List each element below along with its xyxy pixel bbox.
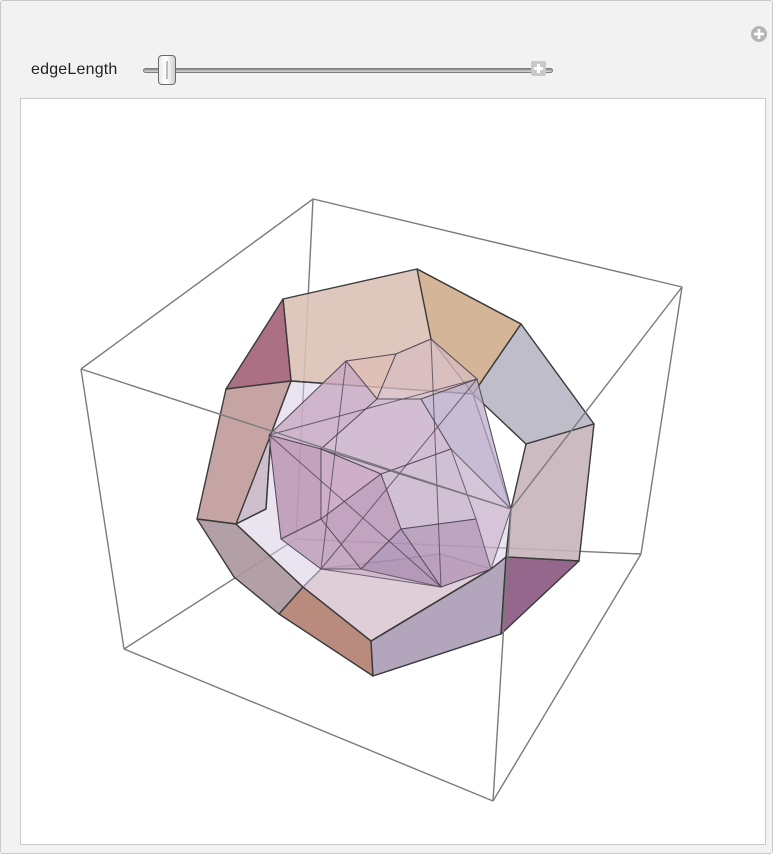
control-row: edgeLength — [31, 55, 553, 85]
slider-track[interactable] — [143, 68, 553, 73]
bounding-box-front — [80, 286, 683, 802]
plus-circle-icon[interactable] — [750, 25, 768, 43]
edgelength-label: edgeLength — [31, 61, 118, 78]
edgelength-slider[interactable] — [143, 55, 563, 85]
graphics-viewport[interactable] — [20, 98, 766, 845]
slider-thumb[interactable] — [157, 55, 176, 85]
plus-square-icon[interactable] — [531, 61, 546, 76]
inner-polyhedron — [268, 338, 512, 588]
polyhedra-3d-graphic[interactable] — [21, 99, 767, 846]
